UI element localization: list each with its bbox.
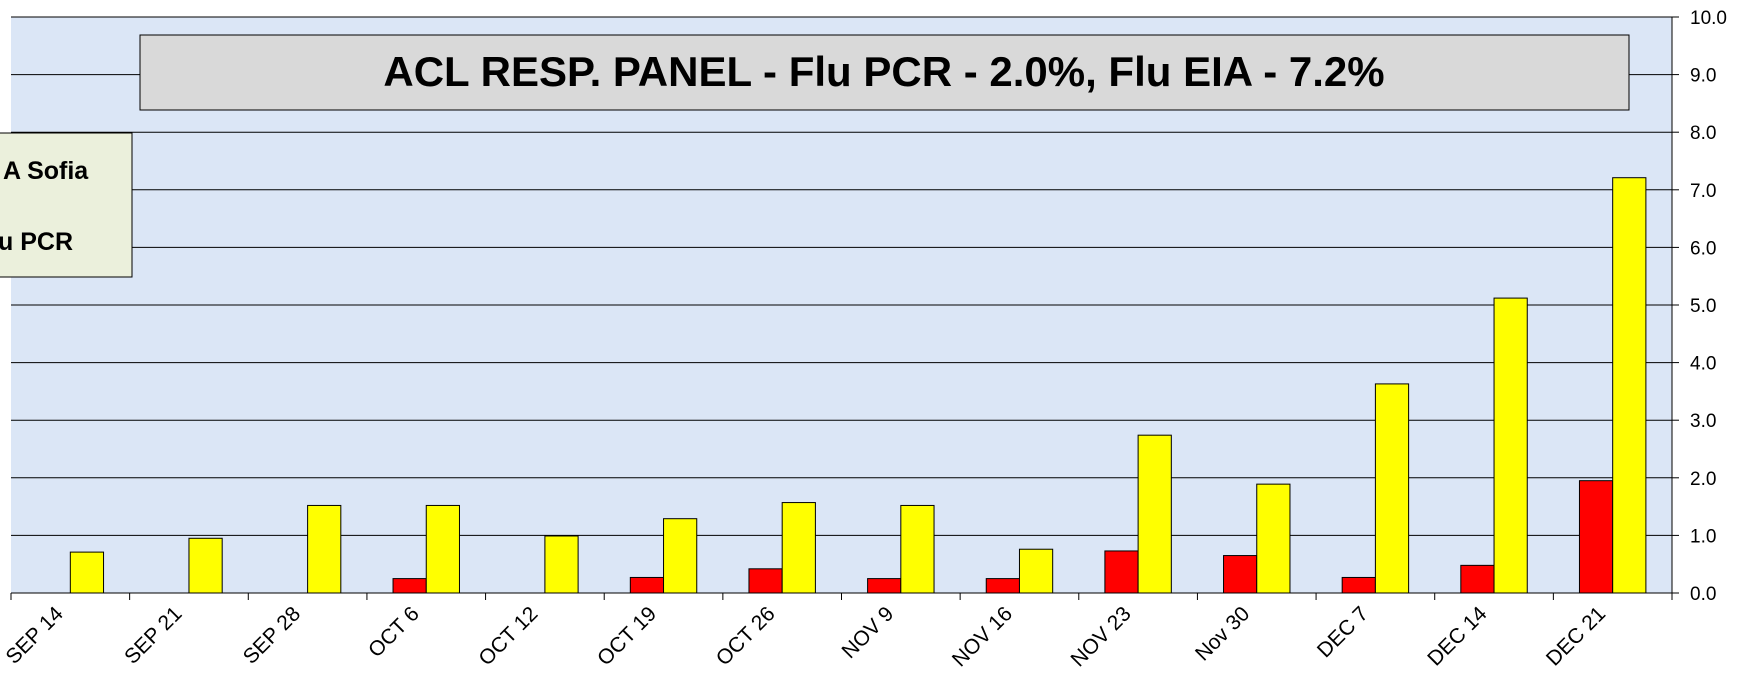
y-tick-label: 9.0 [1690, 66, 1716, 87]
bar [1493, 297, 1528, 594]
y-tick-label: 0.0 [1690, 584, 1716, 605]
bar [544, 535, 579, 594]
bar [1137, 434, 1172, 594]
x-tick-label: OCT 12 [474, 602, 542, 670]
x-tick-label: NOV 23 [1067, 602, 1136, 671]
y-tick-label: 4.0 [1690, 354, 1716, 375]
chart-title: ACL RESP. PANEL - Flu PCR - 2.0%, Flu EI… [383, 48, 1384, 95]
y-tick-label: 10.0 [1690, 8, 1727, 29]
x-tick-label: NOV 16 [948, 602, 1017, 671]
x-tick-label: DEC 14 [1423, 602, 1491, 670]
legend-label: A Sofia [3, 157, 89, 185]
legend-label: u PCR [0, 228, 73, 256]
y-tick-label: 8.0 [1690, 123, 1716, 144]
bar [69, 551, 105, 594]
y-tick-label: 3.0 [1690, 411, 1716, 432]
legend [0, 132, 133, 278]
bar [1104, 550, 1139, 594]
x-tick-label: Nov 30 [1191, 602, 1254, 665]
bar [900, 504, 935, 594]
y-tick-label: 5.0 [1690, 296, 1716, 317]
bar [867, 578, 902, 594]
bar [629, 576, 665, 594]
bar [188, 537, 223, 594]
x-tick-label: NOV 9 [838, 602, 899, 663]
bar [1018, 548, 1054, 594]
x-tick-label: SEP 14 [1, 602, 68, 669]
y-tick-label: 7.0 [1690, 181, 1716, 202]
bar [1341, 576, 1376, 594]
bar [1612, 177, 1647, 594]
bar [663, 518, 698, 594]
title-box [139, 34, 1630, 111]
y-tick-label: 2.0 [1690, 469, 1716, 490]
x-tick-label: SEP 28 [239, 602, 305, 668]
x-tick-label: DEC 21 [1542, 602, 1610, 670]
bar [392, 578, 427, 594]
bar [1374, 383, 1410, 594]
x-tick-label: OCT 6 [364, 602, 424, 662]
x-tick-label: DEC 7 [1313, 602, 1373, 662]
bar [1256, 483, 1291, 594]
x-tick-label: SEP 21 [120, 602, 186, 668]
bar [307, 504, 342, 594]
bar [425, 504, 460, 594]
y-tick-label: 6.0 [1690, 238, 1716, 259]
bar [1460, 564, 1495, 594]
x-tick-label: OCT 19 [593, 602, 661, 670]
y-tick-label: 1.0 [1690, 526, 1716, 547]
bar [985, 578, 1020, 594]
x-tick-label: OCT 26 [712, 602, 780, 670]
bar [748, 568, 783, 594]
bar [1223, 555, 1258, 594]
bar [781, 502, 816, 594]
bar [1578, 480, 1614, 594]
